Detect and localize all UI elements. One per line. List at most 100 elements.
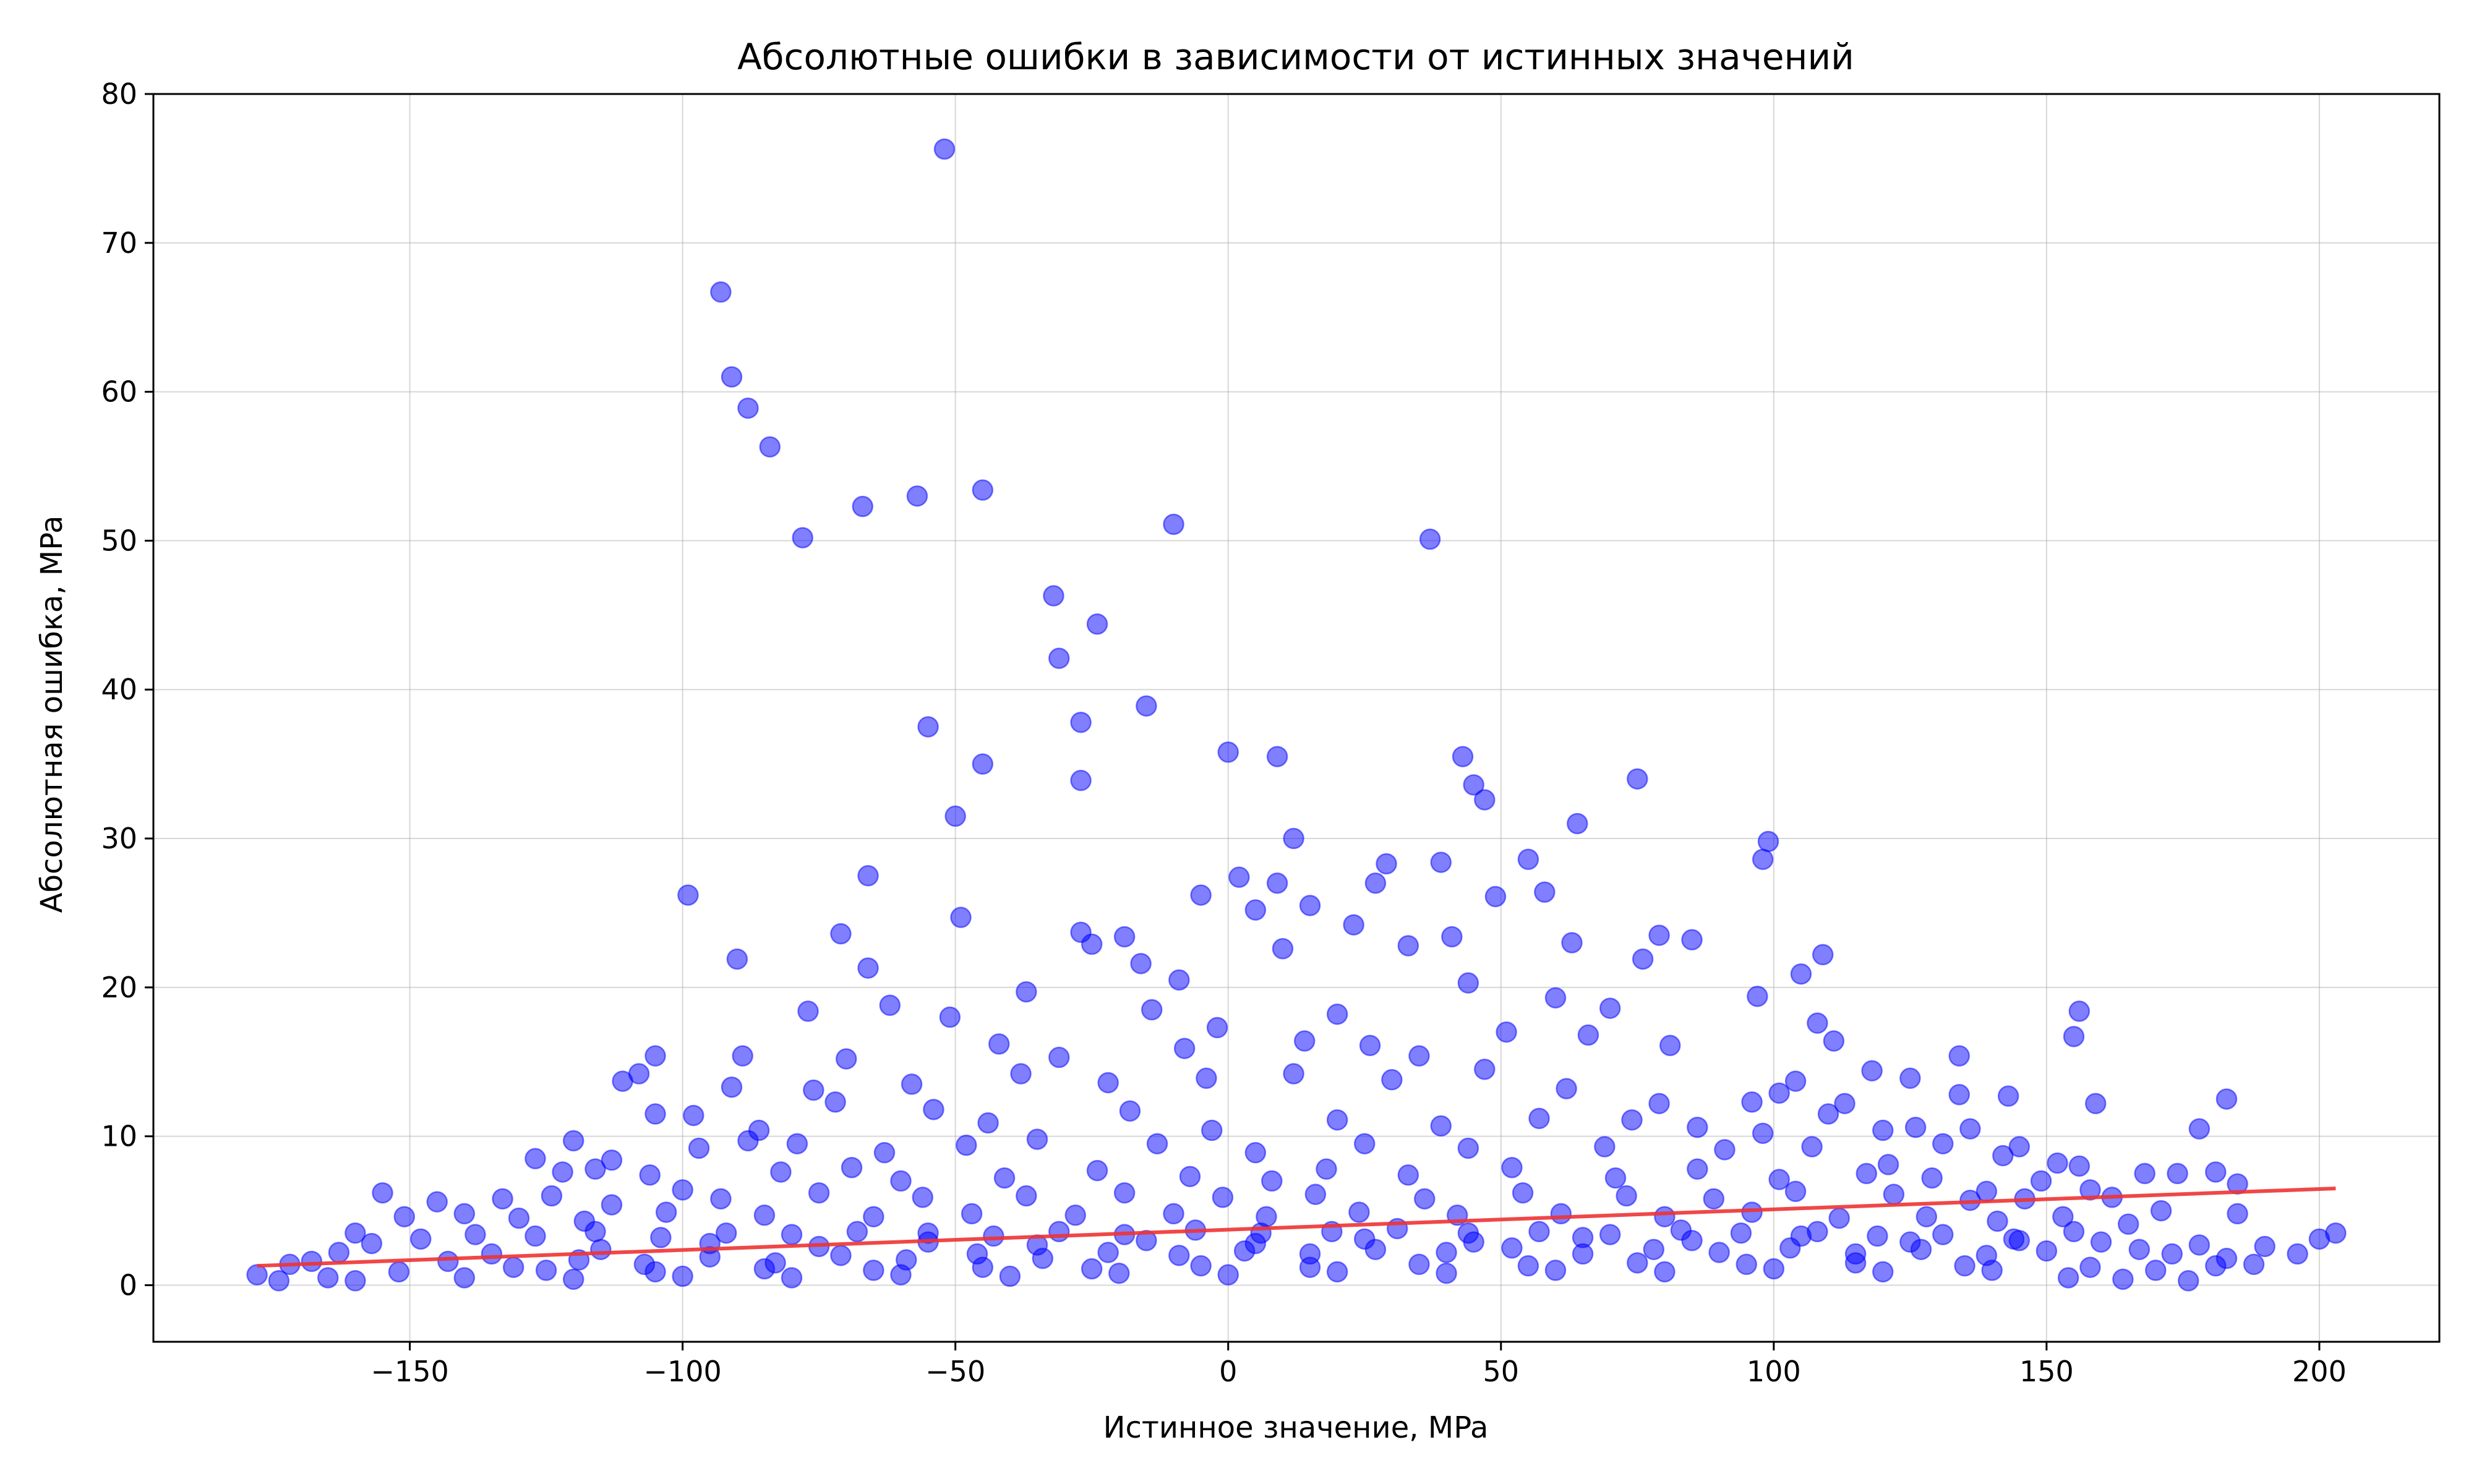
data-point bbox=[2057, 1267, 2079, 1289]
data-point bbox=[710, 281, 732, 303]
data-point bbox=[1768, 1082, 1790, 1104]
data-point bbox=[999, 1265, 1021, 1287]
data-point bbox=[1528, 1221, 1550, 1243]
data-point bbox=[677, 884, 699, 906]
data-point bbox=[1714, 1139, 1736, 1161]
data-point bbox=[2035, 1240, 2058, 1262]
data-point bbox=[639, 1164, 661, 1186]
y-tick-label: 70 bbox=[101, 226, 137, 260]
data-point bbox=[1430, 1115, 1452, 1137]
data-point bbox=[2068, 1000, 2091, 1022]
data-point bbox=[1921, 1167, 1943, 1189]
data-point bbox=[1097, 1242, 1119, 1263]
data-point bbox=[2177, 1270, 2199, 1292]
data-point bbox=[1790, 963, 1812, 985]
data-point bbox=[933, 138, 956, 160]
scatter-points bbox=[246, 138, 2347, 1292]
data-point bbox=[2068, 1155, 2091, 1177]
y-tick-label: 50 bbox=[101, 524, 137, 557]
data-point bbox=[1136, 1229, 1157, 1252]
data-point bbox=[1397, 1164, 1419, 1186]
data-point bbox=[1419, 528, 1441, 550]
data-point bbox=[361, 1232, 383, 1255]
y-tick-label: 30 bbox=[101, 822, 137, 855]
data-point bbox=[524, 1225, 546, 1247]
data-point bbox=[1948, 1084, 1971, 1106]
data-point bbox=[1844, 1252, 1867, 1274]
data-point bbox=[2117, 1213, 2139, 1235]
data-point bbox=[1474, 789, 1496, 811]
data-point bbox=[268, 1270, 290, 1292]
data-point bbox=[1790, 1225, 1812, 1247]
data-point bbox=[1484, 885, 1507, 908]
data-point bbox=[1316, 1158, 1337, 1180]
data-point bbox=[601, 1194, 623, 1216]
data-point bbox=[1408, 1253, 1430, 1276]
data-point bbox=[1867, 1225, 1888, 1247]
data-point bbox=[873, 1141, 896, 1164]
x-tick-label: 200 bbox=[2292, 1355, 2347, 1388]
data-point bbox=[753, 1205, 776, 1226]
data-point bbox=[1190, 884, 1212, 906]
data-point bbox=[1457, 972, 1479, 994]
chart-title: Абсолютные ошибки в зависимости от истин… bbox=[737, 36, 1854, 78]
data-point bbox=[2188, 1234, 2211, 1256]
data-point bbox=[644, 1103, 666, 1125]
data-point bbox=[890, 1264, 912, 1286]
plot-frame bbox=[152, 93, 2441, 1343]
data-point bbox=[1228, 866, 1250, 888]
y-tick-label: 60 bbox=[101, 375, 137, 409]
data-point bbox=[1026, 1128, 1048, 1150]
data-point bbox=[721, 1076, 743, 1098]
data-point bbox=[1828, 1207, 1850, 1229]
data-point bbox=[803, 1079, 824, 1101]
data-point bbox=[1823, 1030, 1845, 1052]
trend-line-group bbox=[257, 1186, 2336, 1268]
data-point bbox=[1763, 1258, 1785, 1280]
data-point bbox=[1687, 1116, 1708, 1138]
data-point bbox=[846, 1221, 868, 1243]
data-point bbox=[906, 485, 928, 507]
data-point bbox=[2145, 1260, 2167, 1281]
data-point bbox=[732, 1045, 753, 1067]
data-point bbox=[1168, 969, 1190, 991]
data-point bbox=[830, 1245, 852, 1266]
data-point bbox=[1343, 914, 1364, 936]
data-point bbox=[2254, 1235, 2275, 1258]
data-point bbox=[393, 1206, 416, 1227]
data-point bbox=[1436, 1242, 1457, 1263]
data-point bbox=[1784, 1070, 1807, 1092]
data-point bbox=[1708, 1242, 1730, 1263]
data-point bbox=[830, 923, 852, 945]
data-point bbox=[1141, 999, 1163, 1021]
data-point bbox=[1768, 1169, 1790, 1190]
data-point bbox=[1354, 1228, 1376, 1250]
x-tick-label: 0 bbox=[1219, 1355, 1237, 1388]
data-point bbox=[1807, 1012, 1828, 1034]
data-point bbox=[492, 1188, 513, 1210]
data-point bbox=[1408, 1045, 1430, 1067]
data-point bbox=[524, 1148, 546, 1170]
data-point bbox=[1299, 895, 1321, 916]
data-point bbox=[1659, 1034, 1681, 1057]
data-point bbox=[726, 948, 748, 970]
data-point bbox=[1981, 1260, 2003, 1281]
y-tick-label: 0 bbox=[119, 1268, 137, 1302]
data-point bbox=[1544, 987, 1567, 1009]
data-point bbox=[993, 1167, 1016, 1189]
data-point bbox=[2085, 1093, 2107, 1114]
data-point bbox=[836, 1048, 857, 1070]
data-point bbox=[1190, 1255, 1212, 1277]
data-point bbox=[1643, 1239, 1665, 1260]
data-point bbox=[2287, 1243, 2308, 1265]
data-point bbox=[1512, 1182, 1534, 1204]
data-point bbox=[1086, 1159, 1108, 1182]
x-tick-label: 100 bbox=[1747, 1355, 1801, 1388]
data-point bbox=[2079, 1256, 2101, 1278]
data-point bbox=[792, 527, 813, 548]
data-point bbox=[1627, 1252, 1648, 1274]
data-point bbox=[781, 1224, 803, 1245]
data-point bbox=[1081, 1258, 1103, 1280]
data-point bbox=[2325, 1222, 2347, 1244]
data-point bbox=[972, 753, 994, 775]
